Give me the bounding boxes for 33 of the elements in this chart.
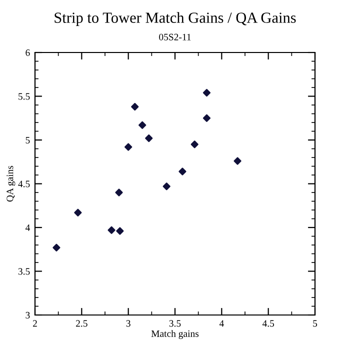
point: [202, 114, 211, 122]
point: [162, 182, 170, 190]
y-tick-label: 4.5: [18, 180, 30, 188]
chart-title: Strip to Tower Match Gains / QA Gains: [54, 12, 296, 26]
point: [52, 244, 60, 252]
point: [138, 121, 146, 129]
x-tick-label: 2.5: [76, 320, 88, 327]
point: [74, 208, 82, 216]
y-axis-title: QA gains: [6, 166, 16, 202]
x-axis-title: Match gains: [151, 330, 199, 339]
point: [108, 226, 116, 234]
point: [124, 143, 132, 151]
point: [145, 134, 153, 142]
x-tick-label: 5: [313, 320, 318, 327]
x-tick-label: 4.5: [262, 320, 274, 327]
y-tick-label: 3: [26, 312, 30, 318]
chart-subtitle: 05S2-11: [159, 34, 191, 40]
y-tick-label: 4: [25, 224, 30, 231]
point: [234, 157, 242, 165]
point: [202, 88, 211, 97]
point: [131, 102, 139, 111]
y-tick-label: 6: [26, 49, 30, 56]
x-tick-label: 2: [32, 320, 37, 327]
point: [115, 188, 123, 196]
y-tick-label: 5: [26, 137, 30, 144]
point: [116, 227, 124, 235]
y-tick-label: 5.5: [18, 93, 30, 100]
x-tick-label: 3.5: [169, 320, 181, 327]
y-tick-label: 3.5: [18, 268, 30, 275]
point: [190, 140, 198, 148]
point: [178, 168, 186, 176]
x-tick-label: 4: [219, 320, 224, 327]
x-tick-label: 3: [126, 320, 130, 327]
